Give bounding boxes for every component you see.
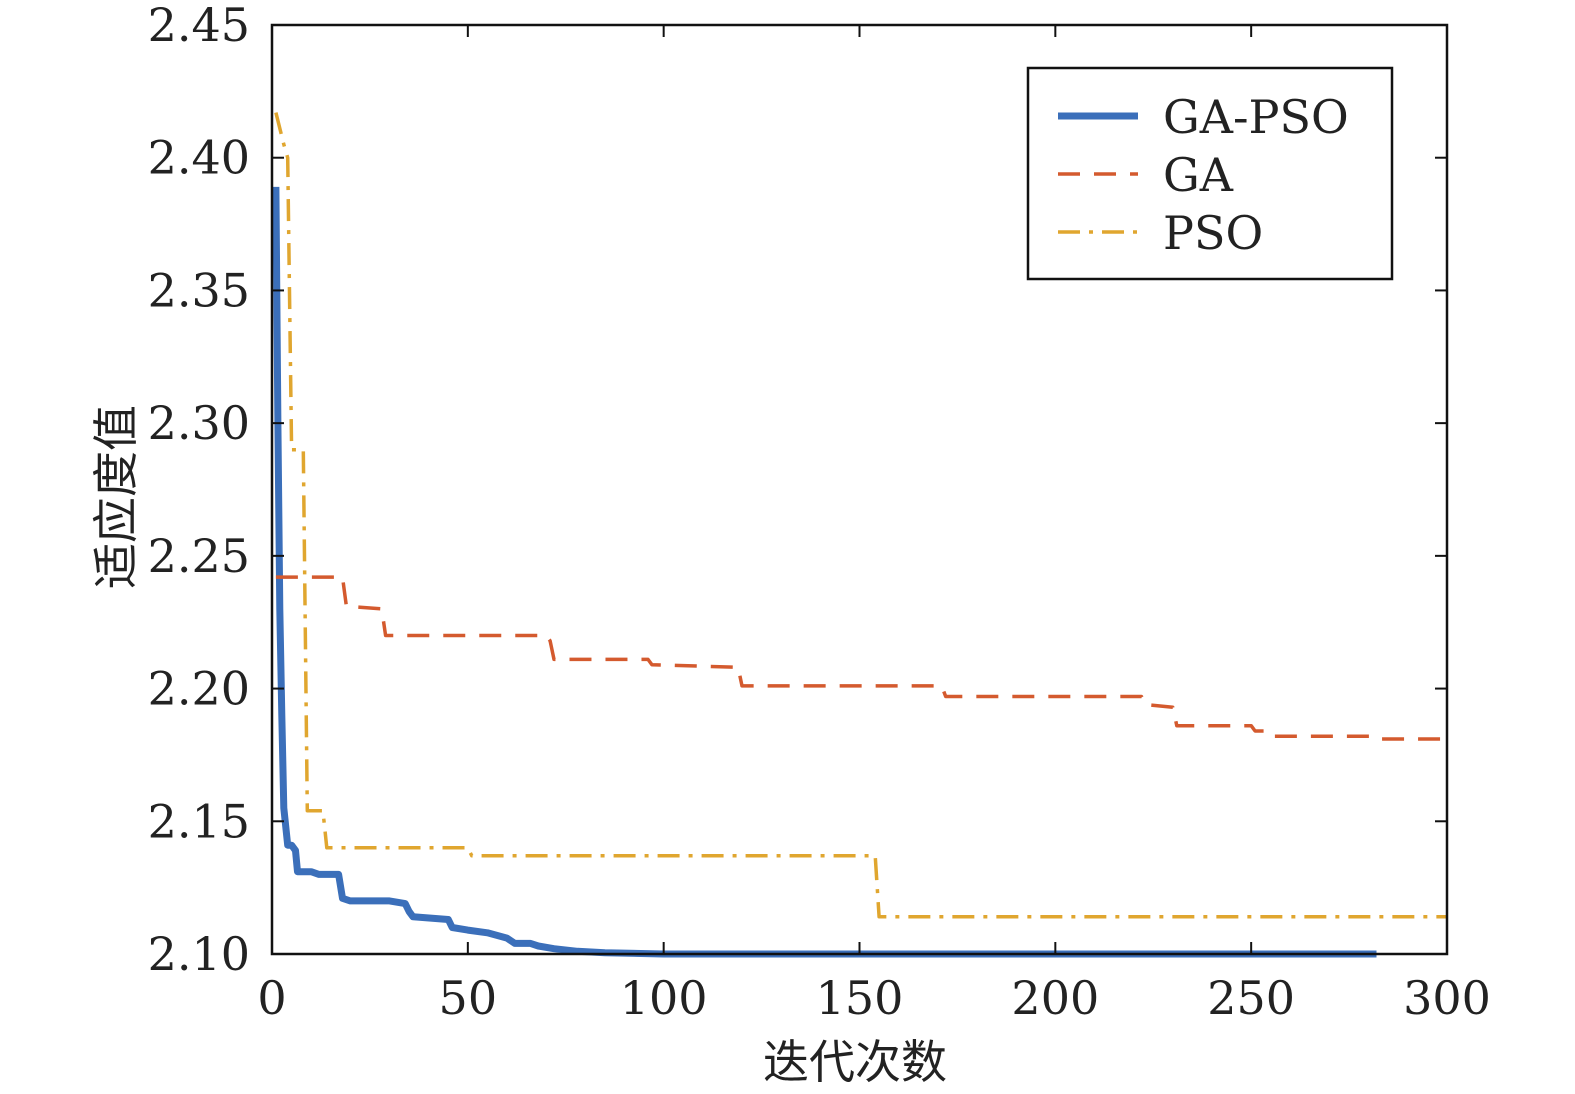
series-line-pso [274, 112, 1447, 919]
x-tick-label: 200 [1011, 971, 1099, 1025]
x-tick-label: 100 [620, 971, 708, 1025]
series-line-ga [275, 575, 1447, 741]
x-tick-label: 50 [439, 971, 498, 1025]
x-tick-label: 0 [257, 971, 286, 1025]
series-layer [272, 112, 1447, 958]
x-tick-label: 150 [816, 971, 904, 1025]
x-tick-label: 300 [1403, 971, 1491, 1025]
y-tick-label: 2.15 [148, 794, 250, 848]
y-tick-label: 2.30 [148, 396, 250, 450]
ticks-layer: 0 50 100 150 200 250 300 2.10 2.15 2.20 2.25 2.30 2.… [148, 0, 1491, 1025]
legend: GA-PSO GA PSO [1026, 66, 1394, 281]
y-tick-label: 2.45 [148, 0, 250, 52]
x-tick-label: 250 [1207, 971, 1295, 1025]
y-tick-label: 2.35 [148, 263, 250, 317]
series-line-ga-pso [272, 186, 1377, 958]
y-tick-label: 2.20 [148, 662, 250, 716]
x-axis-title: 迭代次数 [763, 1035, 947, 1089]
legend-label-pso: PSO [1163, 206, 1263, 260]
y-tick-label: 2.10 [148, 927, 250, 981]
legend-box [1026, 66, 1394, 281]
legend-label-ga-pso: GA-PSO [1163, 90, 1349, 144]
y-axis-title: 适应度值 [89, 405, 143, 589]
legend-label-ga: GA [1163, 148, 1234, 202]
y-tick-label: 2.25 [148, 529, 250, 583]
y-tick-label: 2.40 [148, 131, 250, 185]
